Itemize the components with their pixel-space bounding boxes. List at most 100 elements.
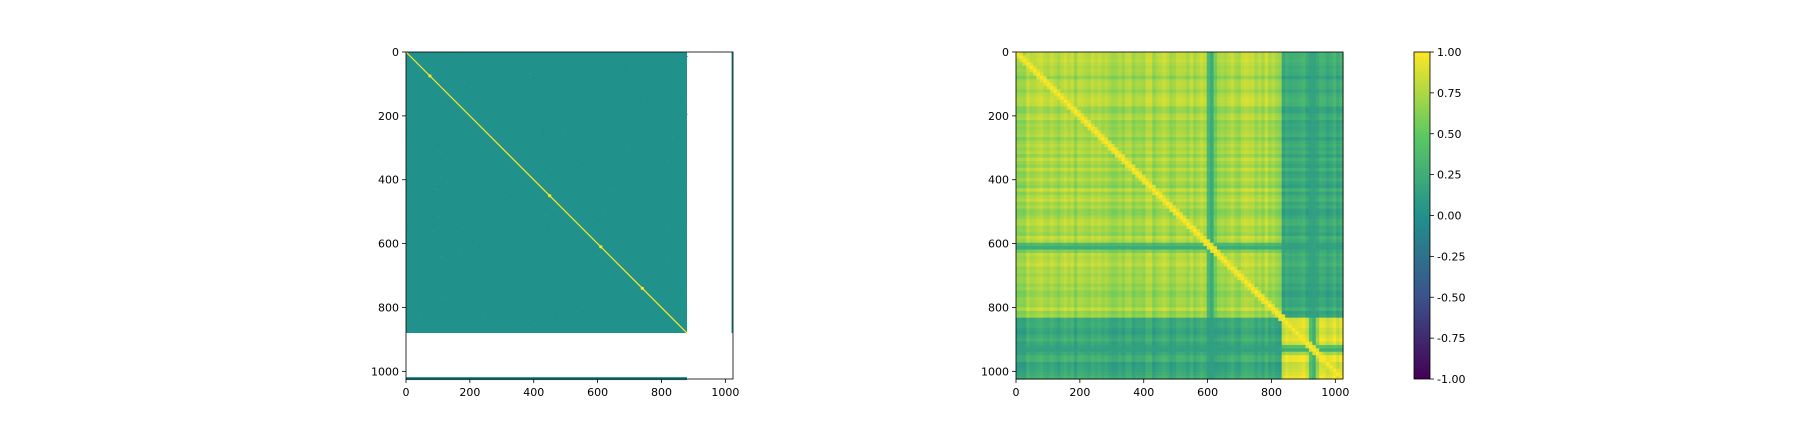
right-heatmap-cell [1274, 96, 1279, 101]
left-heatmap-noise [560, 301, 562, 303]
right-heatmap-cell [1070, 72, 1075, 77]
right-heatmap-cell [1145, 198, 1150, 203]
right-heatmap-cell [1118, 62, 1123, 67]
right-heatmap-cell [1046, 109, 1051, 114]
right-heatmap-cell [1305, 164, 1310, 169]
left-heatmap-noise [667, 61, 669, 63]
right-heatmap-cell [1043, 113, 1048, 118]
right-heatmap-cell [1125, 195, 1130, 200]
right-heatmap-cell [1319, 167, 1324, 172]
right-heatmap-cell [1193, 130, 1198, 135]
right-heatmap-cell [1329, 130, 1334, 135]
right-heatmap-cell [1087, 178, 1092, 183]
right-heatmap-cell [1213, 137, 1218, 142]
right-heatmap-cell [1227, 157, 1232, 162]
left-heatmap-noise [545, 175, 547, 177]
left-heatmap-noise [627, 252, 629, 254]
left-heatmap-noise [578, 76, 580, 78]
right-heatmap-cell [1295, 178, 1300, 183]
right-heatmap-cell [1319, 65, 1324, 70]
right-heatmap-cell [1169, 167, 1174, 172]
right-heatmap-cell [1077, 184, 1082, 189]
right-heatmap-cell [1240, 72, 1245, 77]
right-heatmap-cell [1067, 191, 1072, 196]
right-heatmap-cell [1148, 58, 1153, 63]
right-heatmap-cell [1094, 198, 1099, 203]
right-heatmap-cell [1101, 89, 1106, 94]
right-heatmap-cell [1029, 96, 1034, 101]
right-heatmap-cell [1148, 55, 1153, 60]
left-heatmap-noise [415, 207, 417, 209]
right-heatmap-cell [1118, 195, 1123, 200]
left-heatmap-noise [406, 169, 408, 171]
right-heatmap-cell [1135, 137, 1140, 142]
right-heatmap-cell [1053, 62, 1058, 67]
left-heatmap-noise [594, 322, 596, 324]
right-heatmap-cell [1101, 79, 1106, 84]
right-heatmap-cell [1244, 178, 1249, 183]
right-heatmap-cell [1087, 140, 1092, 145]
right-heatmap-cell [1332, 137, 1337, 142]
right-heatmap-cell [1240, 116, 1245, 121]
right-heatmap-cell [1315, 120, 1320, 125]
right-heatmap-cell [1056, 201, 1061, 206]
right-heatmap-cell [1271, 82, 1276, 87]
right-heatmap-cell [1121, 96, 1126, 101]
right-heatmap-cell [1022, 188, 1027, 193]
left-heatmap-noise [556, 92, 558, 94]
right-heatmap-cell [1223, 82, 1228, 87]
right-heatmap-cell [1101, 133, 1106, 138]
right-heatmap-cell [1319, 184, 1324, 189]
right-heatmap-cell [1063, 96, 1068, 101]
right-heatmap-cell [1022, 205, 1027, 210]
left-heatmap-noise [543, 275, 545, 277]
right-heatmap-cell [1244, 86, 1249, 91]
right-heatmap-cell [1169, 171, 1174, 176]
right-heatmap-cell [1159, 62, 1164, 67]
right-heatmap-cell [1131, 109, 1136, 114]
left-heatmap-noise [508, 75, 510, 77]
right-heatmap-cell [1016, 113, 1021, 118]
right-heatmap-cell [1128, 195, 1133, 200]
left-heatmap-noise [683, 261, 685, 263]
left-heatmap-noise [472, 240, 474, 242]
right-heatmap-cell [1305, 86, 1310, 91]
right-heatmap-cell [1315, 109, 1320, 114]
right-heatmap-cell [1039, 188, 1044, 193]
right-heatmap-cell [1288, 130, 1293, 135]
right-heatmap-cell [1285, 120, 1290, 125]
right-heatmap-cell [1199, 82, 1204, 87]
right-heatmap-cell [1254, 191, 1259, 196]
right-heatmap-cell [1114, 157, 1119, 162]
right-heatmap-cell [1291, 164, 1296, 169]
right-heatmap-cell [1257, 82, 1262, 87]
right-heatmap-cell [1125, 55, 1130, 60]
right-heatmap-cell [1189, 52, 1194, 57]
left-heatmap-noise [548, 285, 550, 287]
right-heatmap-cell [1033, 116, 1038, 121]
right-heatmap-cell [1261, 184, 1266, 189]
right-heatmap-cell [1325, 55, 1330, 60]
right-heatmap-cell [1159, 113, 1164, 118]
right-heatmap-cell [1128, 113, 1133, 118]
right-heatmap-cell [1312, 184, 1317, 189]
right-heatmap-cell [1159, 65, 1164, 70]
right-heatmap-cell [1073, 133, 1078, 138]
right-heatmap-cell [1325, 133, 1330, 138]
right-heatmap-cell [1070, 126, 1075, 131]
left-heatmap-noise [481, 53, 483, 55]
right-heatmap-cell [1152, 99, 1157, 104]
right-heatmap-cell [1090, 171, 1095, 176]
right-heatmap-cell [1090, 133, 1095, 138]
right-heatmap-cell [1077, 55, 1082, 60]
right-heatmap-cell [1138, 167, 1143, 172]
right-heatmap-cell [1104, 92, 1109, 97]
right-heatmap-cell [1312, 89, 1317, 94]
right-heatmap-cell [1077, 133, 1082, 138]
right-heatmap-cell [1169, 174, 1174, 179]
right-heatmap-cell [1033, 198, 1038, 203]
right-heatmap-cell [1189, 191, 1194, 196]
right-heatmap-cell [1251, 69, 1256, 74]
left-heatmap-noise [660, 200, 662, 202]
right-heatmap-cell [1325, 126, 1330, 131]
